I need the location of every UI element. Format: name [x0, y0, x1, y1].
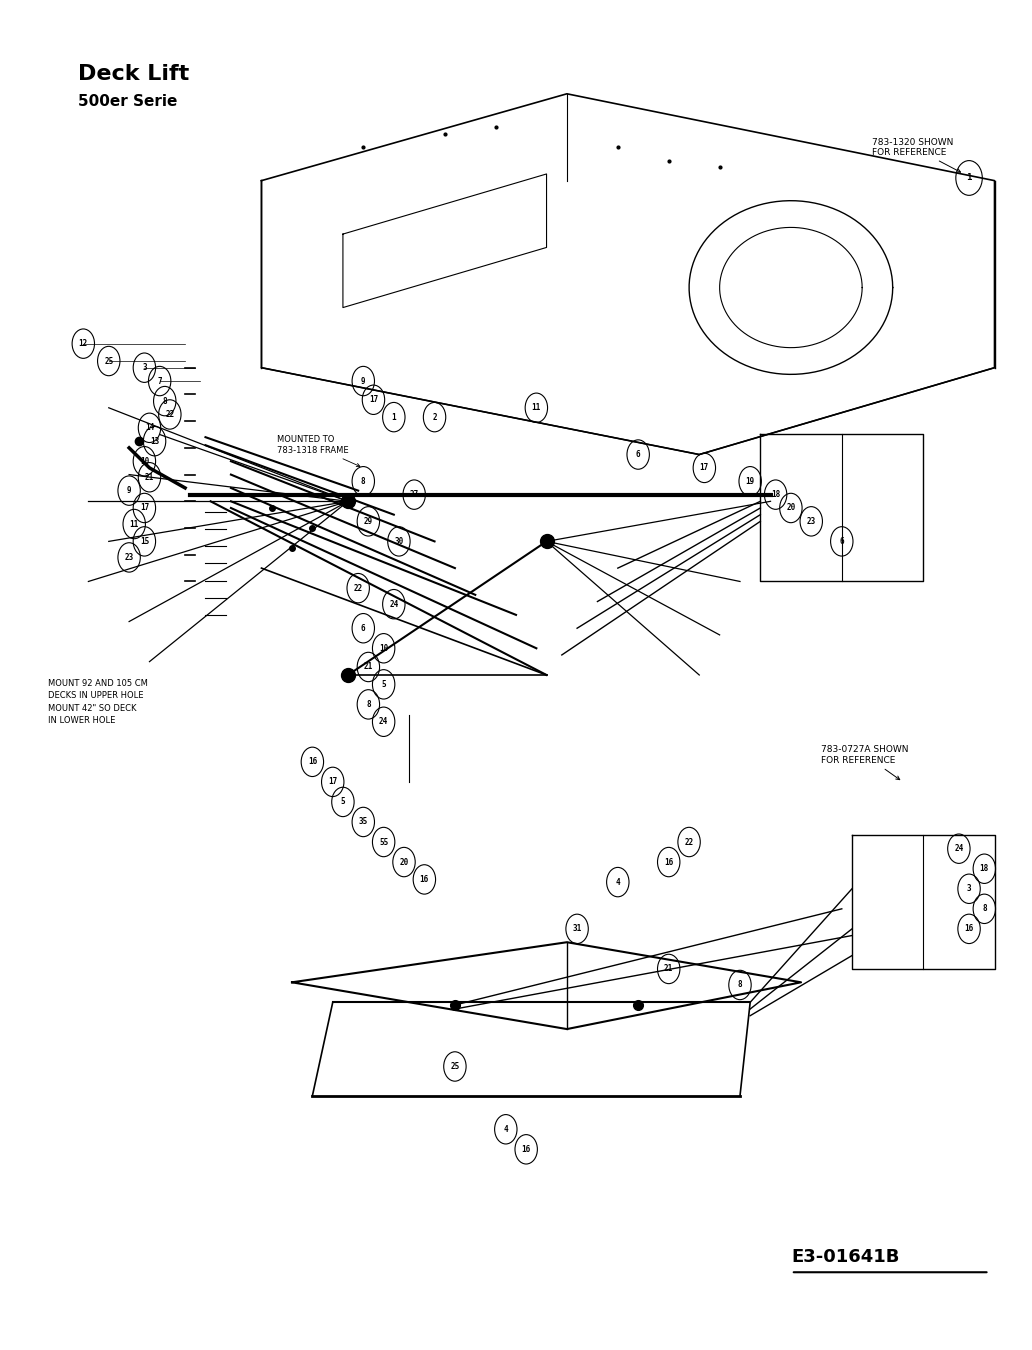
Text: 21: 21 [144, 472, 154, 482]
Text: 14: 14 [144, 424, 154, 432]
Text: 783-1320 SHOWN
FOR REFERENCE: 783-1320 SHOWN FOR REFERENCE [872, 138, 961, 173]
Text: 3: 3 [967, 884, 971, 894]
Text: 22: 22 [165, 410, 174, 418]
Text: 4: 4 [615, 878, 620, 887]
Text: 7: 7 [157, 377, 162, 386]
Text: 12: 12 [78, 339, 88, 348]
Text: 25: 25 [104, 356, 114, 366]
Text: 10: 10 [379, 644, 388, 653]
Text: 8: 8 [162, 397, 167, 405]
Text: 500er Serie: 500er Serie [78, 93, 178, 109]
Text: 13: 13 [150, 436, 159, 446]
Text: E3-01641B: E3-01641B [791, 1247, 899, 1265]
Text: 23: 23 [807, 517, 816, 526]
Text: 9: 9 [127, 486, 131, 495]
Text: MOUNT 92 AND 105 CM
DECKS IN UPPER HOLE: MOUNT 92 AND 105 CM DECKS IN UPPER HOLE [47, 679, 148, 699]
Text: 16: 16 [420, 875, 429, 884]
Text: 20: 20 [786, 504, 796, 513]
Text: 3: 3 [142, 363, 147, 373]
Text: 29: 29 [363, 517, 373, 526]
Text: 8: 8 [982, 904, 987, 914]
Text: 16: 16 [308, 757, 317, 767]
Text: 5: 5 [382, 680, 386, 688]
Text: 22: 22 [684, 837, 694, 846]
Text: 17: 17 [328, 778, 337, 787]
Text: 18: 18 [979, 864, 989, 873]
Text: 55: 55 [379, 837, 388, 846]
Text: 8: 8 [366, 699, 370, 709]
Text: 6: 6 [839, 537, 844, 545]
Text: 17: 17 [139, 504, 149, 513]
Text: 24: 24 [379, 717, 388, 726]
Text: 24: 24 [389, 599, 398, 609]
Text: 16: 16 [664, 857, 673, 867]
Text: 20: 20 [399, 857, 409, 867]
Text: 30: 30 [394, 537, 404, 545]
Text: 6: 6 [636, 450, 641, 459]
Text: 25: 25 [450, 1062, 459, 1071]
Text: 2: 2 [432, 413, 437, 421]
Text: MOUNTED TO
783-1318 FRAME: MOUNTED TO 783-1318 FRAME [277, 436, 360, 467]
Text: 24: 24 [955, 844, 964, 853]
Text: 22: 22 [354, 583, 363, 593]
Text: Deck Lift: Deck Lift [78, 65, 190, 85]
Text: 1: 1 [966, 173, 972, 182]
Text: 23: 23 [125, 554, 134, 562]
Text: 8: 8 [738, 980, 742, 990]
Text: 27: 27 [410, 490, 419, 500]
Text: 9: 9 [361, 377, 365, 386]
Text: 17: 17 [700, 463, 709, 472]
Text: 8: 8 [361, 477, 365, 486]
Text: 15: 15 [139, 537, 149, 545]
Text: 35: 35 [359, 818, 368, 826]
Text: 5: 5 [341, 798, 346, 806]
Text: 21: 21 [664, 964, 673, 973]
Text: 1: 1 [391, 413, 396, 421]
Text: 4: 4 [504, 1125, 508, 1134]
Text: 11: 11 [130, 520, 139, 528]
Text: 16: 16 [965, 925, 973, 933]
Text: 6: 6 [361, 624, 365, 633]
Text: 18: 18 [771, 490, 780, 500]
Text: 21: 21 [363, 663, 373, 671]
Text: 19: 19 [745, 477, 754, 486]
Text: 11: 11 [531, 404, 541, 412]
Text: 31: 31 [573, 925, 582, 933]
Text: 17: 17 [368, 396, 378, 404]
Text: 783-0727A SHOWN
FOR REFERENCE: 783-0727A SHOWN FOR REFERENCE [821, 745, 909, 780]
Text: MOUNT 42" SO DECK
IN LOWER HOLE: MOUNT 42" SO DECK IN LOWER HOLE [47, 705, 136, 725]
Text: 10: 10 [139, 456, 149, 466]
Text: 16: 16 [521, 1145, 530, 1154]
